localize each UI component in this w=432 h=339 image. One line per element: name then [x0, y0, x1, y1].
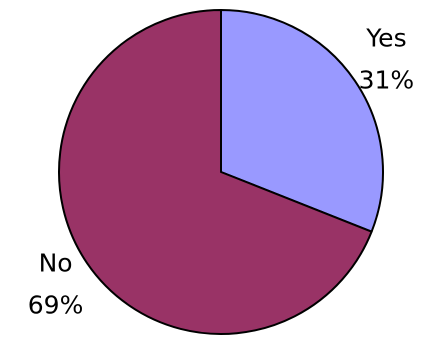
pie-slice — [58, 9, 373, 335]
slice-category-label: Yes — [365, 24, 406, 53]
slice-value-label: 69% — [28, 290, 84, 319]
slice-value-label: 31% — [359, 66, 415, 95]
pie-slice — [220, 9, 384, 233]
slice-category-label: No — [39, 248, 73, 277]
